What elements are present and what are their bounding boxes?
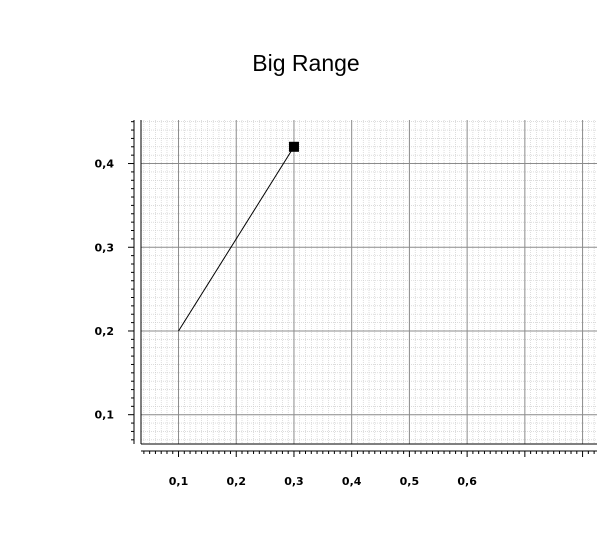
x-tick-label: 0,4 <box>342 475 362 488</box>
major-grid <box>141 120 597 444</box>
x-tick-label: 0,6 <box>457 475 477 488</box>
series-layer <box>178 141 299 332</box>
axes <box>133 120 597 452</box>
x-tick-label: 0,3 <box>284 475 304 488</box>
chart-title: Big Range <box>252 50 360 76</box>
series-line <box>178 146 295 332</box>
x-tick-label: 0,1 <box>169 475 189 488</box>
x-tick-label: 0,2 <box>226 475 246 488</box>
y-tick-label: 0,4 <box>95 158 115 171</box>
data-point-marker <box>288 141 299 152</box>
y-tick-label: 0,2 <box>95 325 115 338</box>
y-tick-label: 0,1 <box>95 409 115 422</box>
y-tick-label: 0,3 <box>95 241 115 254</box>
x-tick-label: 0,5 <box>400 475 420 488</box>
ticks <box>128 121 595 457</box>
tick-labels: 0,1 0,2 0,3 0,4 0,5 0,6 0,1 0,2 0,3 0,4 <box>95 158 478 488</box>
minor-grid <box>141 120 597 444</box>
